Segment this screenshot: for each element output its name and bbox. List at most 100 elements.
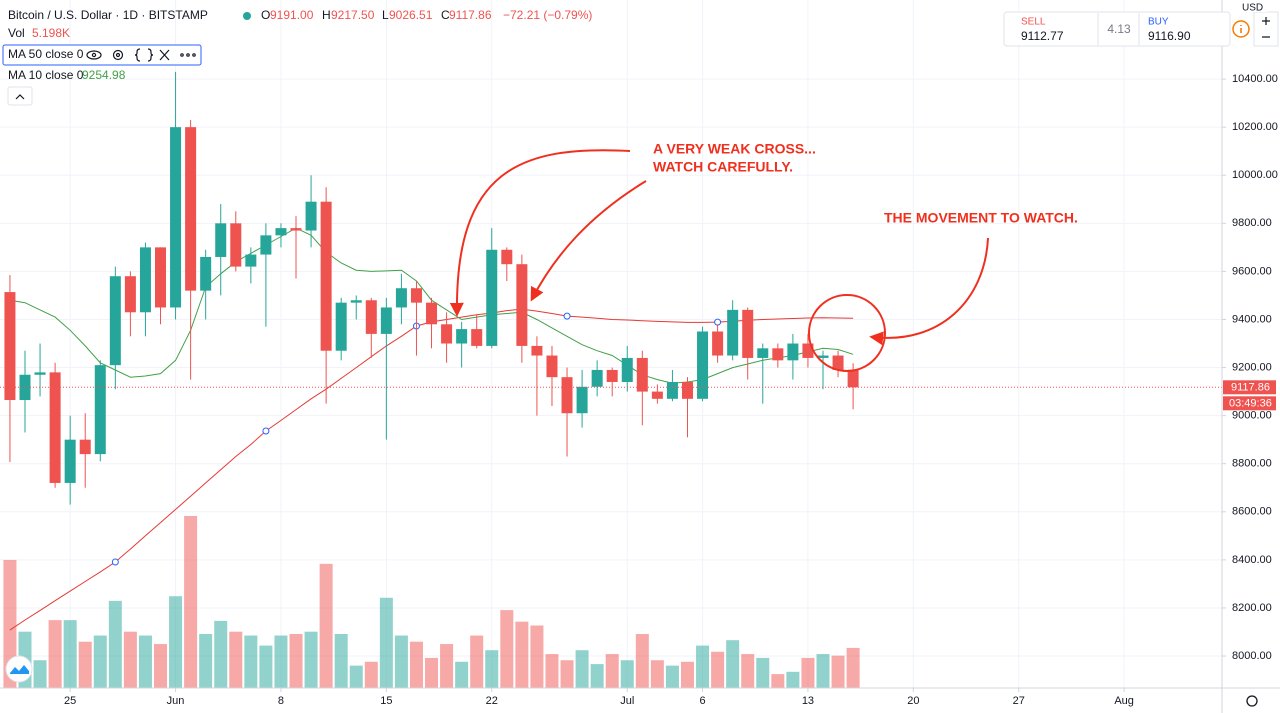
volume-bar xyxy=(530,625,544,688)
volume-legend-value: 5.198K xyxy=(32,26,70,40)
volume-bar xyxy=(696,645,710,688)
symbol-title: Bitcoin / U.S. Dollar · 1D · BITSTAMP xyxy=(8,8,208,22)
candle-body xyxy=(516,264,528,346)
indicator-icons[interactable] xyxy=(86,48,196,62)
settings-icon[interactable] xyxy=(1246,695,1258,707)
volume-bar xyxy=(605,654,619,688)
sell-button[interactable] xyxy=(1005,13,1097,45)
trade-widget: SELL 9112.77 4.13 BUY 9116.90 USD xyxy=(1003,3,1279,47)
volume-bar xyxy=(364,661,378,688)
candle-body xyxy=(621,357,633,382)
volume-bar xyxy=(515,621,529,688)
volume-bar xyxy=(214,620,228,688)
collapse-button[interactable] xyxy=(7,86,33,106)
annotation-arrow xyxy=(449,149,631,317)
ohlc-value: 9026.51 xyxy=(389,8,433,22)
y-tick-label: 9000.00 xyxy=(1232,410,1272,422)
indicator-legend-box[interactable] xyxy=(2,44,202,66)
moving-averages xyxy=(9,227,854,631)
volume-bar xyxy=(711,651,725,688)
ohlc-value: 9191.00 xyxy=(270,8,314,22)
volume-bar xyxy=(379,597,393,688)
candles xyxy=(0,71,1222,505)
logo[interactable] xyxy=(5,655,33,683)
candle-body xyxy=(757,348,769,358)
indicator-legend-value: 9254.98 xyxy=(82,68,126,82)
volume-bar xyxy=(169,596,183,688)
zoom-glyphs xyxy=(1262,17,1270,38)
volume-bar xyxy=(123,631,137,688)
ohlc-value: 9217.50 xyxy=(331,8,375,22)
candle-body xyxy=(486,249,498,346)
candle-body xyxy=(847,369,859,388)
volume-bar xyxy=(93,635,107,688)
candle-body xyxy=(230,223,242,267)
x-tick-label: Aug xyxy=(1114,695,1134,707)
volume-bar xyxy=(425,657,439,688)
candle-body xyxy=(651,391,663,399)
buy-button[interactable] xyxy=(1140,13,1229,45)
info-icon[interactable] xyxy=(1232,20,1250,38)
volume-bar xyxy=(741,654,755,688)
candle-body xyxy=(139,247,151,313)
candle-body xyxy=(49,372,61,483)
annotation-circle xyxy=(808,294,886,372)
volume-bar xyxy=(801,657,815,688)
candle-body xyxy=(636,357,648,392)
candle-body xyxy=(380,307,392,334)
candle-body xyxy=(79,439,91,455)
candle-body xyxy=(832,355,844,370)
ma-line xyxy=(9,308,854,631)
y-tick-label: 8600.00 xyxy=(1232,506,1272,518)
ohlc-prefix: H xyxy=(322,8,331,22)
ma-marker xyxy=(563,312,571,320)
y-tick-label: 10400.00 xyxy=(1232,73,1278,85)
volume-bar xyxy=(394,635,408,688)
volume-pane xyxy=(3,516,860,688)
y-tick-label: 8200.00 xyxy=(1232,602,1272,614)
candle-body xyxy=(64,439,76,483)
ohlc-change: −72.21 (−0.79%) xyxy=(503,8,592,22)
currency-box xyxy=(1238,4,1268,12)
volume-bar xyxy=(108,600,122,688)
volume-bar xyxy=(3,559,17,688)
y-tick-label: 8000.00 xyxy=(1232,650,1272,662)
status-dot xyxy=(243,12,251,20)
volume-bar xyxy=(665,665,679,688)
ma-marker xyxy=(111,558,119,566)
volume-bar xyxy=(455,661,469,688)
candle-body xyxy=(124,276,136,313)
y-tick-label: 8800.00 xyxy=(1232,458,1272,470)
candle-body xyxy=(591,369,603,387)
volume-bar xyxy=(349,665,363,688)
x-tick-label: 22 xyxy=(486,695,498,707)
candle-body xyxy=(260,235,272,255)
volume-bar xyxy=(560,660,574,688)
volume-bar xyxy=(650,660,664,688)
ma-marker xyxy=(262,427,270,435)
chrome xyxy=(5,655,1258,707)
ohlc-value: 9117.86 xyxy=(449,8,492,22)
volume-bar xyxy=(184,516,198,688)
volume-legend-name: Vol xyxy=(8,26,25,40)
candle-body xyxy=(606,369,618,382)
annotation-text: THE MOVEMENT TO WATCH. xyxy=(884,210,1078,226)
candle-body xyxy=(410,288,422,303)
countdown-box xyxy=(1223,396,1276,411)
volume-bar xyxy=(485,650,499,688)
volume-bar xyxy=(786,671,800,688)
volume-bar xyxy=(500,610,514,688)
candle-body xyxy=(561,377,573,414)
candle-body xyxy=(787,343,799,361)
x-tick-label: 25 xyxy=(64,695,76,707)
volume-bar xyxy=(78,641,92,688)
volume-bar xyxy=(680,661,694,688)
y-tick-label: 9600.00 xyxy=(1232,265,1272,277)
volume-bar xyxy=(199,634,213,688)
y-tick-label: 8400.00 xyxy=(1232,554,1272,566)
x-tick-label: 20 xyxy=(907,695,919,707)
y-tick-label: 9400.00 xyxy=(1232,313,1272,325)
volume-bar xyxy=(319,563,333,688)
